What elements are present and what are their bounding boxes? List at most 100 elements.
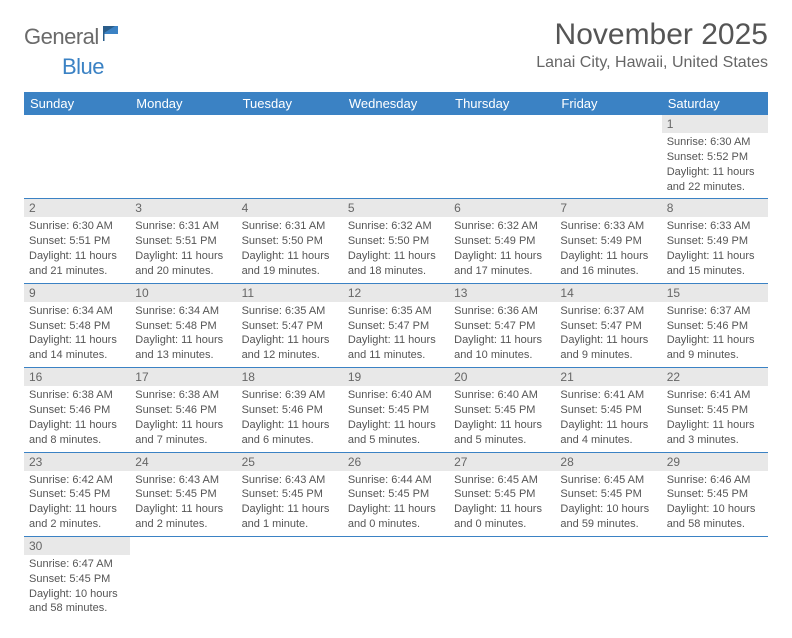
- calendar-day-cell: 3Sunrise: 6:31 AMSunset: 5:51 PMDaylight…: [130, 199, 236, 283]
- sunrise-text: Sunrise: 6:37 AM: [667, 304, 763, 319]
- sunset-text: Sunset: 5:45 PM: [667, 403, 763, 418]
- sunrise-text: Sunrise: 6:31 AM: [242, 219, 338, 234]
- calendar-day-cell: 5Sunrise: 6:32 AMSunset: 5:50 PMDaylight…: [343, 199, 449, 283]
- sunset-text: Sunset: 5:48 PM: [29, 319, 125, 334]
- sunset-text: Sunset: 5:45 PM: [242, 487, 338, 502]
- calendar-day-cell: 25Sunrise: 6:43 AMSunset: 5:45 PMDayligh…: [237, 452, 343, 536]
- sunset-text: Sunset: 5:45 PM: [560, 403, 656, 418]
- day-number: 25: [237, 453, 343, 471]
- day-details: Sunrise: 6:40 AMSunset: 5:45 PMDaylight:…: [449, 386, 555, 451]
- weekday-header: Thursday: [449, 92, 555, 115]
- day-details: Sunrise: 6:38 AMSunset: 5:46 PMDaylight:…: [130, 386, 236, 451]
- day-details: Sunrise: 6:42 AMSunset: 5:45 PMDaylight:…: [24, 471, 130, 536]
- day-number: 15: [662, 284, 768, 302]
- day-details: Sunrise: 6:38 AMSunset: 5:46 PMDaylight:…: [24, 386, 130, 451]
- day-details: Sunrise: 6:40 AMSunset: 5:45 PMDaylight:…: [343, 386, 449, 451]
- calendar-week-row: 30Sunrise: 6:47 AMSunset: 5:45 PMDayligh…: [24, 536, 768, 620]
- sunset-text: Sunset: 5:46 PM: [29, 403, 125, 418]
- sunrise-text: Sunrise: 6:35 AM: [242, 304, 338, 319]
- calendar-day-cell: [130, 115, 236, 199]
- day-details: Sunrise: 6:31 AMSunset: 5:51 PMDaylight:…: [130, 217, 236, 282]
- sunrise-text: Sunrise: 6:38 AM: [29, 388, 125, 403]
- daylight-text: Daylight: 11 hours and 15 minutes.: [667, 249, 763, 279]
- day-details: Sunrise: 6:33 AMSunset: 5:49 PMDaylight:…: [555, 217, 661, 282]
- calendar-day-cell: 23Sunrise: 6:42 AMSunset: 5:45 PMDayligh…: [24, 452, 130, 536]
- daylight-text: Daylight: 11 hours and 17 minutes.: [454, 249, 550, 279]
- calendar-day-cell: [555, 536, 661, 620]
- calendar-day-cell: 11Sunrise: 6:35 AMSunset: 5:47 PMDayligh…: [237, 283, 343, 367]
- sunset-text: Sunset: 5:46 PM: [667, 319, 763, 334]
- sunset-text: Sunset: 5:51 PM: [135, 234, 231, 249]
- sunrise-text: Sunrise: 6:32 AM: [454, 219, 550, 234]
- day-number: 12: [343, 284, 449, 302]
- calendar-week-row: 9Sunrise: 6:34 AMSunset: 5:48 PMDaylight…: [24, 283, 768, 367]
- calendar-day-cell: [449, 115, 555, 199]
- sunset-text: Sunset: 5:49 PM: [454, 234, 550, 249]
- daylight-text: Daylight: 11 hours and 8 minutes.: [29, 418, 125, 448]
- day-number: 4: [237, 199, 343, 217]
- daylight-text: Daylight: 11 hours and 22 minutes.: [667, 165, 763, 195]
- page-title: November 2025: [536, 18, 768, 52]
- sunrise-text: Sunrise: 6:42 AM: [29, 473, 125, 488]
- calendar-day-cell: 1Sunrise: 6:30 AMSunset: 5:52 PMDaylight…: [662, 115, 768, 199]
- sunrise-text: Sunrise: 6:36 AM: [454, 304, 550, 319]
- daylight-text: Daylight: 11 hours and 20 minutes.: [135, 249, 231, 279]
- sunset-text: Sunset: 5:46 PM: [242, 403, 338, 418]
- sunrise-text: Sunrise: 6:30 AM: [29, 219, 125, 234]
- sunrise-text: Sunrise: 6:40 AM: [454, 388, 550, 403]
- day-number: 5: [343, 199, 449, 217]
- day-number: 23: [24, 453, 130, 471]
- daylight-text: Daylight: 11 hours and 11 minutes.: [348, 333, 444, 363]
- day-details: Sunrise: 6:35 AMSunset: 5:47 PMDaylight:…: [237, 302, 343, 367]
- calendar-week-row: 16Sunrise: 6:38 AMSunset: 5:46 PMDayligh…: [24, 368, 768, 452]
- day-details: Sunrise: 6:30 AMSunset: 5:51 PMDaylight:…: [24, 217, 130, 282]
- weekday-header: Tuesday: [237, 92, 343, 115]
- sunset-text: Sunset: 5:45 PM: [667, 487, 763, 502]
- day-details: Sunrise: 6:43 AMSunset: 5:45 PMDaylight:…: [130, 471, 236, 536]
- sunrise-text: Sunrise: 6:47 AM: [29, 557, 125, 572]
- calendar-day-cell: 2Sunrise: 6:30 AMSunset: 5:51 PMDaylight…: [24, 199, 130, 283]
- sunset-text: Sunset: 5:48 PM: [135, 319, 231, 334]
- sunrise-text: Sunrise: 6:39 AM: [242, 388, 338, 403]
- calendar-day-cell: 10Sunrise: 6:34 AMSunset: 5:48 PMDayligh…: [130, 283, 236, 367]
- day-details: Sunrise: 6:46 AMSunset: 5:45 PMDaylight:…: [662, 471, 768, 536]
- day-number: 29: [662, 453, 768, 471]
- sunset-text: Sunset: 5:45 PM: [454, 403, 550, 418]
- day-details: Sunrise: 6:43 AMSunset: 5:45 PMDaylight:…: [237, 471, 343, 536]
- sunrise-text: Sunrise: 6:40 AM: [348, 388, 444, 403]
- daylight-text: Daylight: 11 hours and 0 minutes.: [348, 502, 444, 532]
- day-number: 9: [24, 284, 130, 302]
- calendar-day-cell: 12Sunrise: 6:35 AMSunset: 5:47 PMDayligh…: [343, 283, 449, 367]
- calendar-day-cell: 24Sunrise: 6:43 AMSunset: 5:45 PMDayligh…: [130, 452, 236, 536]
- sunrise-text: Sunrise: 6:33 AM: [560, 219, 656, 234]
- calendar-day-cell: [130, 536, 236, 620]
- sunrise-text: Sunrise: 6:41 AM: [667, 388, 763, 403]
- day-number: 19: [343, 368, 449, 386]
- daylight-text: Daylight: 11 hours and 9 minutes.: [560, 333, 656, 363]
- sunset-text: Sunset: 5:45 PM: [135, 487, 231, 502]
- daylight-text: Daylight: 11 hours and 9 minutes.: [667, 333, 763, 363]
- day-details: Sunrise: 6:33 AMSunset: 5:49 PMDaylight:…: [662, 217, 768, 282]
- logo: General: [24, 18, 124, 50]
- sunset-text: Sunset: 5:50 PM: [348, 234, 444, 249]
- calendar-day-cell: [237, 536, 343, 620]
- day-details: Sunrise: 6:34 AMSunset: 5:48 PMDaylight:…: [130, 302, 236, 367]
- sunrise-text: Sunrise: 6:34 AM: [29, 304, 125, 319]
- calendar-day-cell: 4Sunrise: 6:31 AMSunset: 5:50 PMDaylight…: [237, 199, 343, 283]
- weekday-header: Monday: [130, 92, 236, 115]
- calendar-day-cell: 29Sunrise: 6:46 AMSunset: 5:45 PMDayligh…: [662, 452, 768, 536]
- calendar-day-cell: 27Sunrise: 6:45 AMSunset: 5:45 PMDayligh…: [449, 452, 555, 536]
- sunrise-text: Sunrise: 6:32 AM: [348, 219, 444, 234]
- daylight-text: Daylight: 10 hours and 58 minutes.: [667, 502, 763, 532]
- sunset-text: Sunset: 5:45 PM: [348, 487, 444, 502]
- day-number: 2: [24, 199, 130, 217]
- day-details: Sunrise: 6:37 AMSunset: 5:46 PMDaylight:…: [662, 302, 768, 367]
- daylight-text: Daylight: 11 hours and 5 minutes.: [454, 418, 550, 448]
- calendar-day-cell: 28Sunrise: 6:45 AMSunset: 5:45 PMDayligh…: [555, 452, 661, 536]
- sunrise-text: Sunrise: 6:43 AM: [135, 473, 231, 488]
- flag-icon: [102, 24, 122, 47]
- sunrise-text: Sunrise: 6:45 AM: [560, 473, 656, 488]
- logo-text-blue: Blue: [62, 54, 104, 80]
- sunrise-text: Sunrise: 6:38 AM: [135, 388, 231, 403]
- sunset-text: Sunset: 5:45 PM: [560, 487, 656, 502]
